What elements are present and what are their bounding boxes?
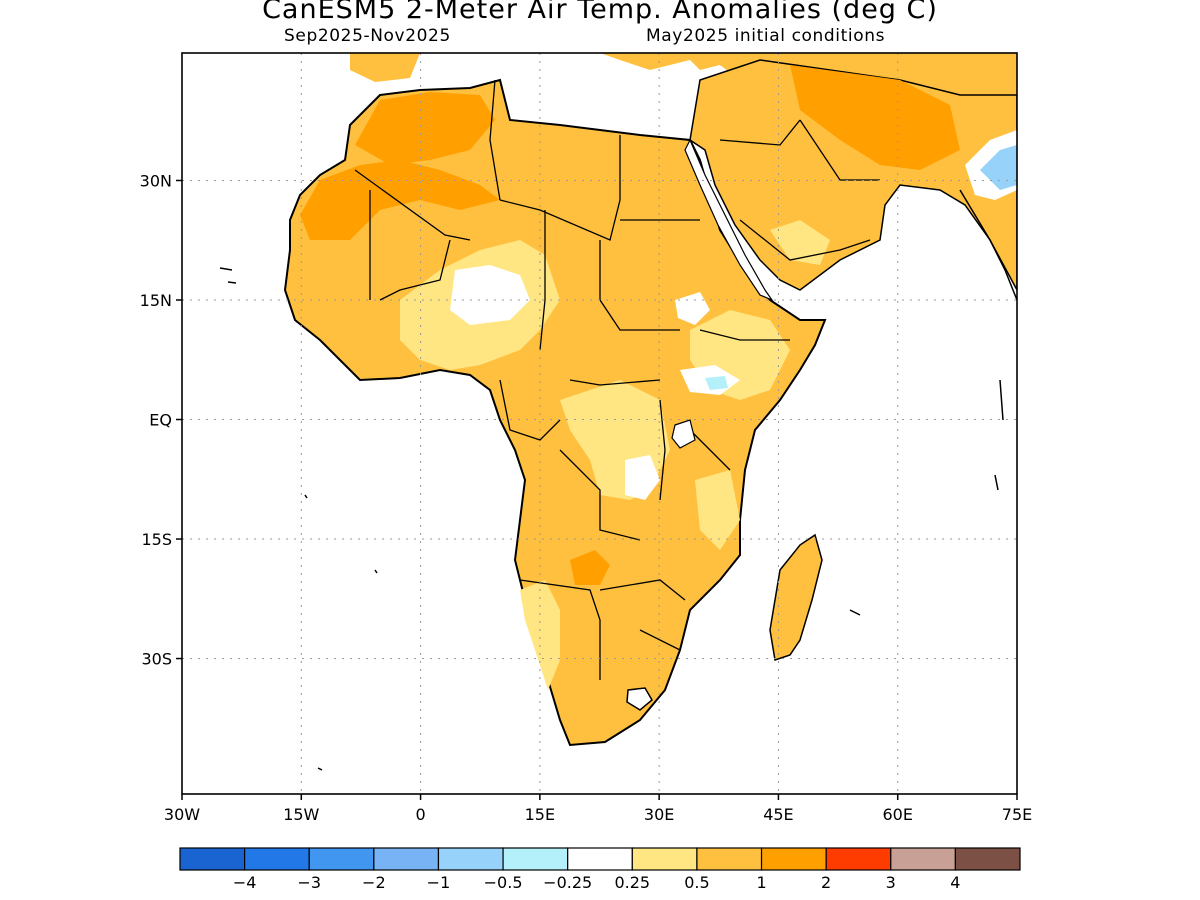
colorbar-swatch: [502, 847, 569, 871]
map-area: [182, 53, 1017, 794]
islands: [219, 267, 1004, 771]
india-coast: [959, 189, 1017, 301]
angola-strong: [570, 550, 610, 585]
colorbar-swatch: [954, 847, 1021, 871]
colorbar-swatch: [244, 847, 310, 871]
lat-tick-label: 15N: [140, 291, 172, 310]
colorbar-label: 3: [886, 873, 896, 892]
mozambique-light: [695, 470, 740, 550]
colorbar-swatch: [179, 847, 246, 871]
lesotho: [626, 687, 653, 711]
lon-tick-label: 30E: [644, 805, 674, 824]
colorbar-label: −4: [233, 873, 257, 892]
colorbar-label: −3: [297, 873, 321, 892]
colorbar-swatch: [437, 847, 504, 871]
lon-tick-label: 15E: [525, 805, 555, 824]
india-cooler: [980, 145, 1017, 190]
chart-title: CanESM5 2-Meter Air Temp. Anomalies (deg…: [262, 0, 938, 25]
lon-tick-label: 60E: [882, 805, 912, 824]
lat-tick-label: 30S: [141, 650, 172, 669]
kenya-cool: [705, 376, 728, 390]
southwest-light: [520, 580, 560, 690]
red-sea: [684, 138, 774, 302]
lake-victoria: [671, 419, 696, 449]
lon-tick-label: 30W: [164, 805, 200, 824]
niger-white: [450, 265, 530, 325]
colorbar-swatch: [825, 847, 892, 871]
colorbar-swatch: [567, 847, 633, 871]
longitude-axis: 30W 15W 0 15E 30E 45E 60E 75E: [164, 794, 1032, 824]
europe-land: [350, 53, 1017, 110]
colorbar-swatch: [631, 847, 698, 871]
colorbar-label: 0.25: [614, 873, 650, 892]
country-borders: [354, 79, 880, 680]
arabia-light: [770, 220, 830, 265]
forecast-period: Sep2025-Nov2025: [284, 26, 451, 46]
madagascar: [769, 533, 823, 661]
latitude-axis: 30N 15N EQ 15S 30S: [140, 171, 182, 669]
colorbar: −4 −3 −2 −1 −0.5 −0.25 0.25 0.5 1 2 3 4: [179, 847, 1021, 892]
colorbar-label: 2: [821, 873, 831, 892]
map-frame: [181, 52, 1018, 795]
colorbar-label: 0.5: [684, 873, 709, 892]
colorbar-label: −1: [427, 873, 451, 892]
lon-tick-label: 15W: [283, 805, 319, 824]
colorbar-label: 1: [756, 873, 766, 892]
initial-conditions: May2025 initial conditions: [646, 26, 886, 46]
lat-tick-label: 30N: [140, 171, 172, 190]
lat-tick-label: 15S: [141, 530, 172, 549]
lon-tick-label: 0: [415, 805, 425, 824]
colorbar-swatch: [696, 847, 763, 871]
grid-lines: [182, 53, 1017, 794]
lon-tick-label: 75E: [1002, 805, 1032, 824]
ethiopia-white: [675, 292, 710, 325]
colorbar-swatch: [760, 847, 827, 871]
colorbar-label: −0.5: [484, 873, 523, 892]
colorbar-label: −0.25: [543, 873, 592, 892]
lon-tick-label: 45E: [763, 805, 793, 824]
colorbar-swatch: [373, 847, 440, 871]
colorbar-swatch: [890, 847, 956, 871]
africa-land: [283, 78, 827, 747]
middle-east-strong: [790, 65, 960, 170]
maghreb-strong: [355, 92, 495, 165]
congo-white: [625, 455, 660, 500]
colorbar-label: −2: [362, 873, 386, 892]
lat-tick-label: EQ: [149, 411, 172, 430]
colorbar-label: 4: [950, 873, 960, 892]
colorbar-swatch: [308, 847, 375, 871]
